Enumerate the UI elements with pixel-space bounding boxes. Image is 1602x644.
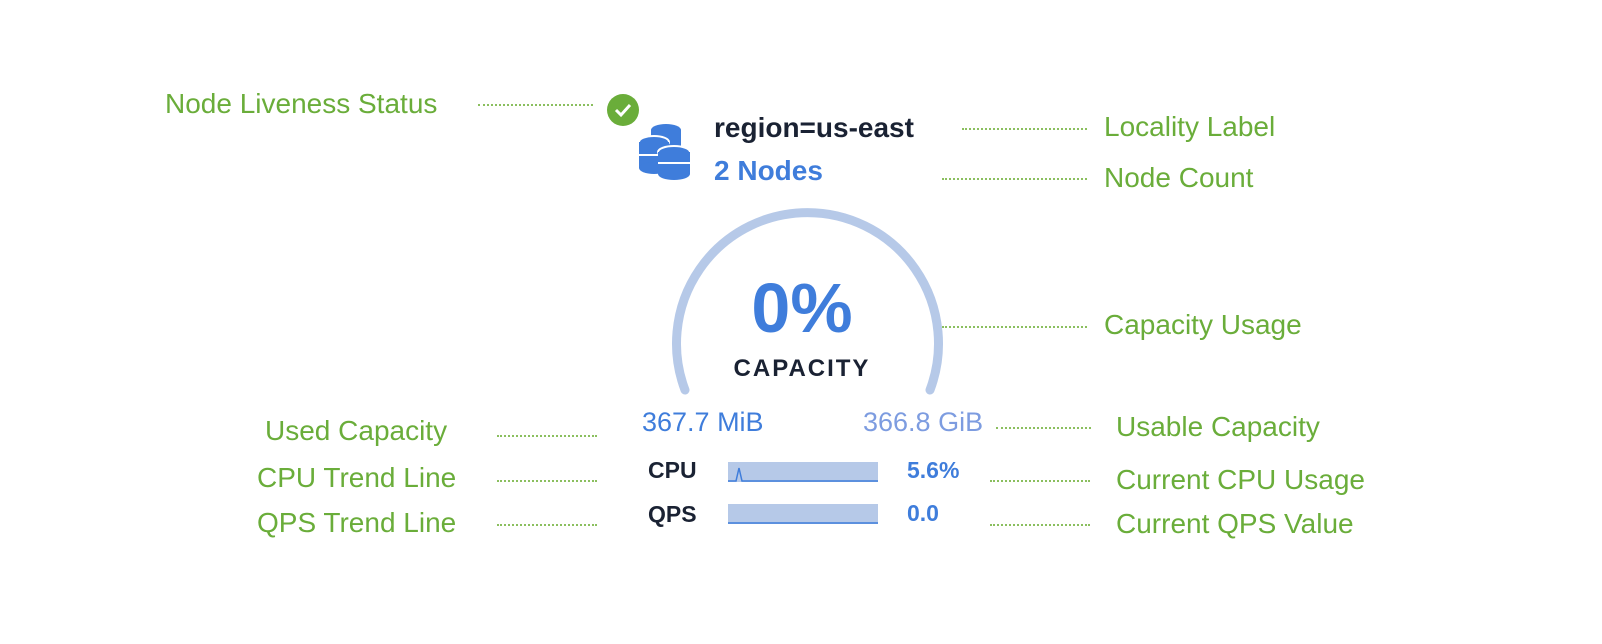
leader-line [962, 128, 1087, 130]
annotation-capacity-usage: Capacity Usage [1104, 309, 1302, 340]
annotation-used-capacity: Used Capacity [265, 415, 448, 446]
annotation-locality: Locality Label [1104, 111, 1276, 142]
annotation-current-cpu: Current CPU Usage [1116, 464, 1365, 495]
leader-line [990, 524, 1090, 526]
cpu-label: CPU [648, 457, 697, 483]
usable-capacity: 366.8 GiB [863, 407, 984, 437]
qps-value: 0.0 [907, 500, 939, 526]
leader-line [996, 427, 1091, 429]
capacity-label: CAPACITY [733, 355, 871, 382]
leader-line [497, 480, 597, 482]
leader-line [942, 326, 1087, 328]
annotation-qps-trend: QPS Trend Line [257, 507, 457, 538]
used-capacity: 367.7 MiB [642, 407, 764, 437]
leader-line [990, 480, 1090, 482]
capacity-percent: 0% [751, 269, 853, 347]
qps-trend-line [728, 504, 878, 524]
check-circle-icon [607, 94, 639, 126]
annotation-cpu-trend: CPU Trend Line [257, 462, 457, 493]
cpu-value: 5.6% [907, 457, 960, 483]
qps-label: QPS [648, 501, 697, 527]
cpu-trend-line [728, 462, 878, 482]
annotation-liveness: Node Liveness Status [165, 88, 438, 119]
capacity-gauge [672, 208, 943, 395]
leader-line [478, 104, 593, 106]
node-count[interactable]: 2 Nodes [714, 155, 823, 186]
annotation-current-qps: Current QPS Value [1116, 508, 1354, 539]
database-icon [638, 124, 691, 180]
leader-line [497, 524, 597, 526]
locality-label: region=us-east [714, 112, 914, 143]
annotation-node-count: Node Count [1104, 162, 1254, 193]
annotation-usable-capacity: Usable Capacity [1116, 411, 1320, 442]
leader-line [942, 178, 1087, 180]
leader-line [497, 435, 597, 437]
